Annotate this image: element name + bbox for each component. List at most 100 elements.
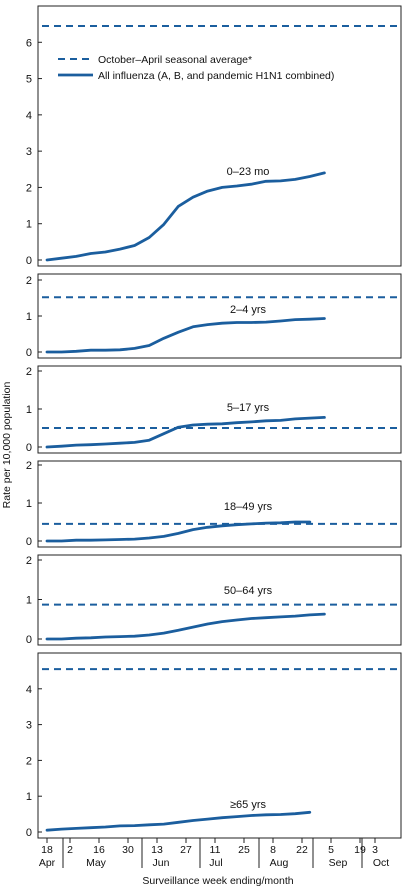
data-point bbox=[148, 344, 150, 347]
data-point bbox=[265, 321, 267, 323]
data-point bbox=[104, 636, 106, 638]
data-point bbox=[192, 424, 194, 426]
data-point bbox=[104, 539, 106, 541]
y-tick-label: 1 bbox=[26, 595, 32, 607]
data-point bbox=[104, 826, 106, 828]
data-point bbox=[309, 318, 311, 320]
data-point bbox=[148, 236, 150, 239]
panel-title: 0–23 mo bbox=[227, 166, 270, 178]
x-tick-label: 22 bbox=[296, 844, 308, 856]
y-tick-label: 2 bbox=[26, 755, 32, 767]
data-point bbox=[104, 443, 106, 445]
data-point bbox=[265, 180, 267, 182]
data-point bbox=[61, 351, 63, 353]
data-point bbox=[294, 418, 296, 420]
y-tick-label: 0 bbox=[26, 442, 32, 454]
chart-panel: 0 1 2 5–17 yrs bbox=[26, 365, 402, 454]
x-tick-label: 3 bbox=[372, 844, 378, 856]
data-point bbox=[265, 420, 267, 422]
data-point bbox=[177, 821, 179, 823]
y-tick-label: 2 bbox=[26, 555, 32, 567]
data-point bbox=[221, 322, 223, 324]
panel-frame bbox=[37, 273, 402, 359]
data-point bbox=[265, 617, 267, 619]
data-point bbox=[61, 257, 63, 259]
panel-frame bbox=[37, 365, 402, 454]
data-point bbox=[148, 439, 150, 441]
data-point bbox=[119, 538, 121, 541]
data-point bbox=[90, 637, 92, 639]
month-label: Aug bbox=[270, 857, 289, 869]
y-tick-label: 1 bbox=[26, 791, 32, 803]
data-point bbox=[323, 613, 325, 615]
x-tick-label: 5 bbox=[328, 844, 334, 856]
data-point bbox=[280, 320, 282, 322]
month-label: Apr bbox=[39, 857, 56, 869]
data-point bbox=[75, 637, 77, 639]
data-point bbox=[192, 326, 194, 328]
data-point bbox=[119, 248, 121, 250]
data-point bbox=[148, 824, 150, 826]
y-axis-label: Rate per 10,000 population bbox=[1, 382, 13, 509]
data-point bbox=[134, 824, 136, 827]
data-point bbox=[309, 614, 311, 616]
legend-label-influenza: All influenza (A, B, and pandemic H1N1 c… bbox=[98, 70, 334, 82]
data-point bbox=[104, 349, 106, 351]
panel-title: 18–49 yrs bbox=[224, 501, 273, 513]
y-tick-label: 0 bbox=[26, 634, 32, 646]
data-point bbox=[134, 538, 136, 540]
y-tick-label: 0 bbox=[26, 347, 32, 359]
panel-frame bbox=[37, 554, 402, 646]
y-tick-label: 3 bbox=[26, 146, 32, 158]
data-point bbox=[309, 521, 311, 523]
y-tick-label: 1 bbox=[26, 311, 32, 323]
panel-frame bbox=[37, 652, 402, 839]
data-point bbox=[236, 524, 238, 526]
influenza-series-line bbox=[45, 612, 326, 641]
data-point bbox=[163, 337, 165, 339]
data-point bbox=[192, 529, 194, 531]
panel-frame bbox=[37, 460, 402, 548]
data-point bbox=[250, 617, 252, 620]
data-point bbox=[61, 540, 63, 542]
chart-panel: 0 1 2 3 4 5 6 0–23 mo bbox=[26, 5, 402, 267]
data-point bbox=[75, 827, 77, 830]
y-tick-label: 4 bbox=[26, 110, 32, 122]
data-point bbox=[163, 223, 165, 226]
data-point bbox=[46, 638, 48, 640]
data-point bbox=[236, 422, 238, 424]
data-point bbox=[192, 196, 194, 198]
data-point bbox=[207, 526, 209, 528]
data-point bbox=[75, 539, 77, 541]
panel-title: ≥65 yrs bbox=[230, 799, 266, 811]
influenza-series-line bbox=[45, 317, 326, 354]
month-label: Sep bbox=[329, 857, 348, 869]
data-point bbox=[207, 423, 209, 425]
influenza-series-line bbox=[45, 171, 326, 262]
data-point bbox=[294, 521, 296, 523]
influenza-series-line bbox=[45, 415, 326, 449]
data-point bbox=[46, 259, 48, 261]
data-point bbox=[207, 818, 209, 820]
data-point bbox=[119, 825, 121, 827]
data-point bbox=[250, 814, 252, 817]
data-point bbox=[61, 828, 63, 830]
data-point bbox=[163, 823, 165, 825]
data-point bbox=[323, 416, 325, 418]
data-point bbox=[250, 321, 252, 324]
data-point bbox=[265, 522, 267, 524]
data-point bbox=[280, 616, 282, 618]
x-tick-label: 8 bbox=[270, 844, 276, 856]
panel-title: 2–4 yrs bbox=[230, 304, 267, 316]
x-tick-label: 2 bbox=[67, 844, 73, 856]
data-point bbox=[192, 819, 194, 822]
data-point bbox=[207, 190, 209, 192]
y-tick-label: 6 bbox=[26, 37, 32, 49]
data-point bbox=[61, 638, 63, 640]
data-point bbox=[236, 816, 238, 818]
x-tick-label: 16 bbox=[93, 844, 105, 856]
data-point bbox=[75, 444, 77, 446]
data-point bbox=[280, 180, 282, 182]
data-point bbox=[221, 186, 223, 189]
y-tick-label: 3 bbox=[26, 720, 32, 732]
